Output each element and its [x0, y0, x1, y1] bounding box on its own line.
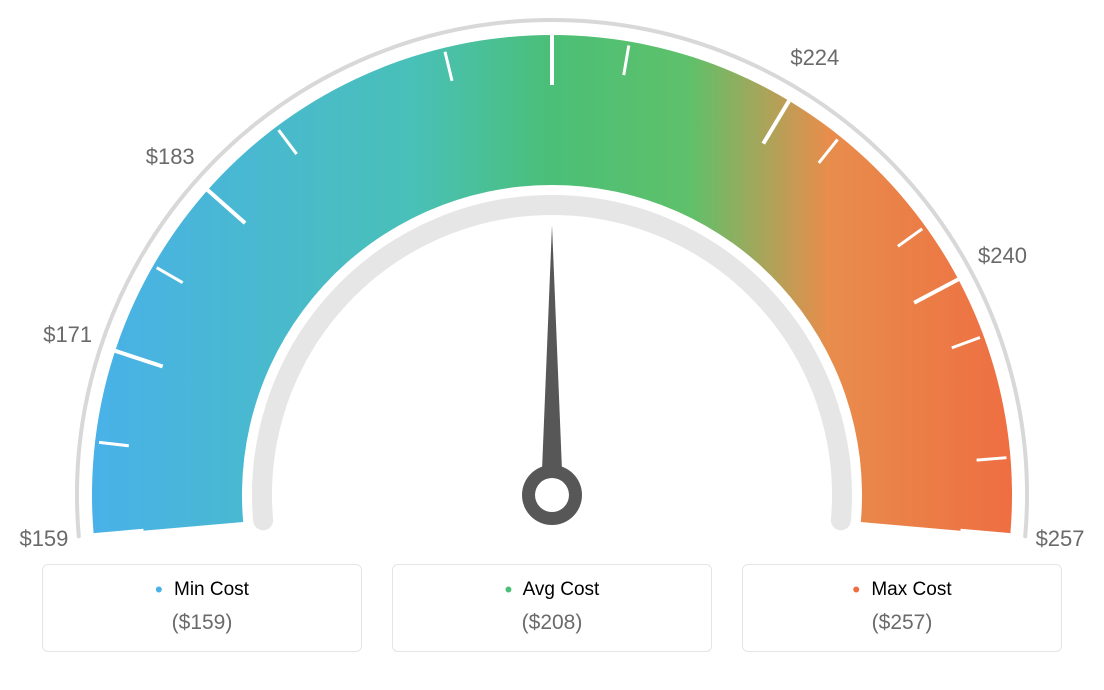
legend-card-max: • Max Cost ($257) — [742, 564, 1062, 652]
gauge-svg — [0, 0, 1104, 560]
gauge-tick-label: $159 — [19, 526, 68, 552]
gauge-tick-label: $240 — [978, 243, 1027, 269]
legend-value-max: ($257) — [753, 611, 1051, 635]
legend-title-min: • Min Cost — [53, 579, 351, 601]
legend-title-max: • Max Cost — [753, 579, 1051, 601]
dot-icon: • — [505, 577, 513, 602]
gauge-tick-label: $183 — [146, 144, 195, 170]
dot-icon: • — [155, 577, 163, 602]
legend-value-avg: ($208) — [403, 611, 701, 635]
legend-row: • Min Cost ($159) • Avg Cost ($208) • Ma… — [0, 564, 1104, 652]
legend-title-avg: • Avg Cost — [403, 579, 701, 601]
legend-label-avg: Avg Cost — [523, 579, 600, 600]
gauge-tick-label: $171 — [43, 322, 92, 348]
gauge-tick-label: $257 — [1036, 526, 1085, 552]
gauge-tick-label: $224 — [790, 45, 839, 71]
legend-label-min: Min Cost — [174, 579, 249, 600]
gauge-chart: $159$171$183$208$224$240$257 — [0, 0, 1104, 560]
dot-icon: • — [852, 577, 860, 602]
legend-value-min: ($159) — [53, 611, 351, 635]
legend-label-max: Max Cost — [871, 579, 951, 600]
legend-card-avg: • Avg Cost ($208) — [392, 564, 712, 652]
legend-card-min: • Min Cost ($159) — [42, 564, 362, 652]
